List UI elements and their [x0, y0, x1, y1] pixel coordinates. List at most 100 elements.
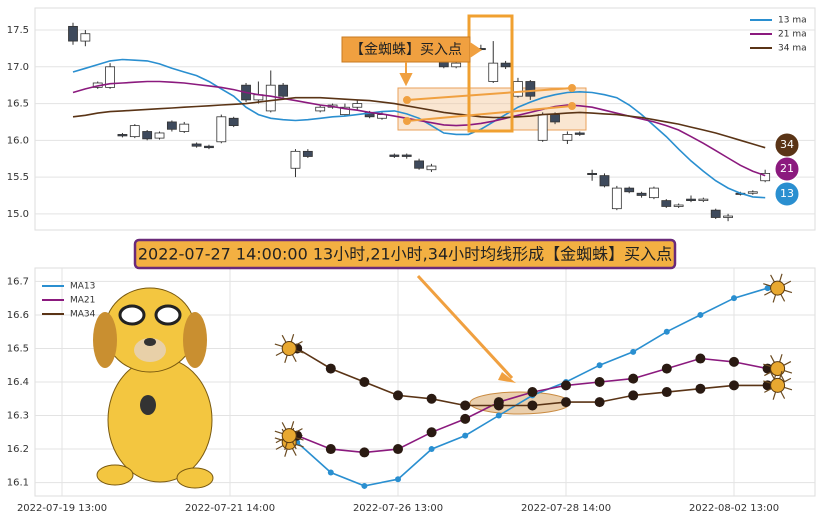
candle-body — [550, 114, 560, 123]
candle-body — [488, 62, 499, 82]
annotation-pointer — [470, 42, 482, 58]
y-tick-label: 16.2 — [7, 444, 29, 455]
legend-label: MA21 — [70, 296, 95, 306]
banner-text: 2022-07-27 14:00:00 13小时,21小时,34小时均线形成【金… — [138, 245, 672, 264]
spider-body — [770, 280, 786, 296]
candle-body — [129, 125, 140, 138]
y-tick-label: 16.5 — [7, 99, 29, 110]
point — [395, 476, 401, 483]
candle-body — [500, 62, 511, 68]
candle-body — [587, 172, 598, 175]
point — [661, 387, 672, 398]
legend-label: 13 ma — [778, 16, 807, 26]
candle-body — [105, 66, 115, 88]
dog-illustration — [93, 287, 214, 489]
candle-body — [340, 106, 350, 115]
point — [393, 444, 403, 455]
point — [594, 397, 605, 408]
highlight-box — [467, 14, 514, 133]
point — [493, 400, 504, 411]
point — [495, 412, 502, 419]
banner-arrow-head — [498, 372, 516, 383]
y-tick-label: 16.7 — [7, 276, 29, 287]
point — [594, 377, 605, 387]
candle-body — [414, 160, 424, 169]
banner-arrow — [416, 274, 514, 380]
candle-body — [611, 187, 622, 210]
candle-body — [698, 198, 709, 201]
point — [325, 444, 336, 455]
candle-body — [513, 81, 523, 97]
candle-body — [636, 192, 647, 196]
point — [697, 311, 704, 318]
candle-body — [599, 175, 610, 187]
point — [359, 377, 370, 387]
point — [561, 380, 571, 391]
candle-body — [710, 209, 721, 218]
point — [729, 356, 739, 367]
ma-line — [72, 58, 766, 199]
y-tick-label: 17.5 — [7, 25, 29, 36]
end-badge-label: 34 — [780, 138, 794, 151]
x-tick-label: 2022-07-21 14:00 — [185, 503, 275, 514]
point — [596, 362, 603, 369]
spider-body — [281, 340, 297, 356]
point — [327, 469, 334, 476]
point — [428, 446, 435, 453]
candle-body — [204, 145, 214, 149]
candle-body — [68, 25, 78, 42]
end-badge — [774, 132, 800, 158]
point — [561, 397, 571, 408]
spider-icon — [763, 370, 793, 400]
x-tick-label: 2022-08-02 13:00 — [689, 503, 779, 514]
spider-icon — [274, 333, 304, 363]
point — [661, 363, 672, 374]
point — [361, 482, 368, 489]
candle-body — [179, 123, 190, 132]
point — [731, 295, 737, 302]
y-tick-label: 16.1 — [7, 478, 29, 489]
candle-body — [80, 33, 91, 42]
candle-body — [389, 154, 400, 157]
candle-body — [525, 81, 536, 97]
candle-body — [562, 134, 573, 141]
end-badge-label: 13 — [780, 187, 794, 200]
legend-label: MA34 — [70, 310, 96, 320]
point — [393, 390, 403, 401]
point — [729, 380, 739, 391]
y-tick-label: 15.0 — [7, 209, 29, 220]
point — [764, 285, 771, 292]
point — [527, 400, 538, 411]
candle-body — [649, 187, 659, 199]
candle-body — [154, 132, 165, 139]
annotation-text: 【金蜘蛛】买入点 — [350, 42, 462, 58]
spider-body — [770, 377, 786, 393]
candle-body — [117, 134, 128, 137]
spider-body — [281, 428, 297, 444]
legend-label: MA13 — [70, 282, 95, 292]
candle-body — [352, 103, 363, 108]
candle-body — [278, 84, 289, 97]
annotation-arrow — [399, 62, 413, 87]
highlight-links — [403, 84, 576, 125]
legend-label: 21 ma — [778, 30, 807, 40]
point — [695, 383, 706, 394]
candle-body — [747, 191, 758, 194]
y-tick-label: 15.5 — [7, 172, 29, 183]
candle-body — [216, 116, 227, 143]
y-tick-label: 16.0 — [7, 135, 29, 146]
candle-body — [426, 165, 437, 171]
candle-body — [265, 84, 276, 112]
y-tick-label: 16.3 — [7, 411, 29, 422]
point — [426, 427, 437, 438]
candle-body — [302, 150, 313, 157]
point — [527, 387, 538, 398]
candle-body — [760, 172, 771, 182]
point — [460, 413, 471, 424]
point — [426, 393, 437, 404]
candle-body — [661, 200, 672, 207]
candle-body — [191, 143, 202, 147]
legend-label: 34 ma — [778, 44, 807, 54]
point — [628, 390, 639, 401]
